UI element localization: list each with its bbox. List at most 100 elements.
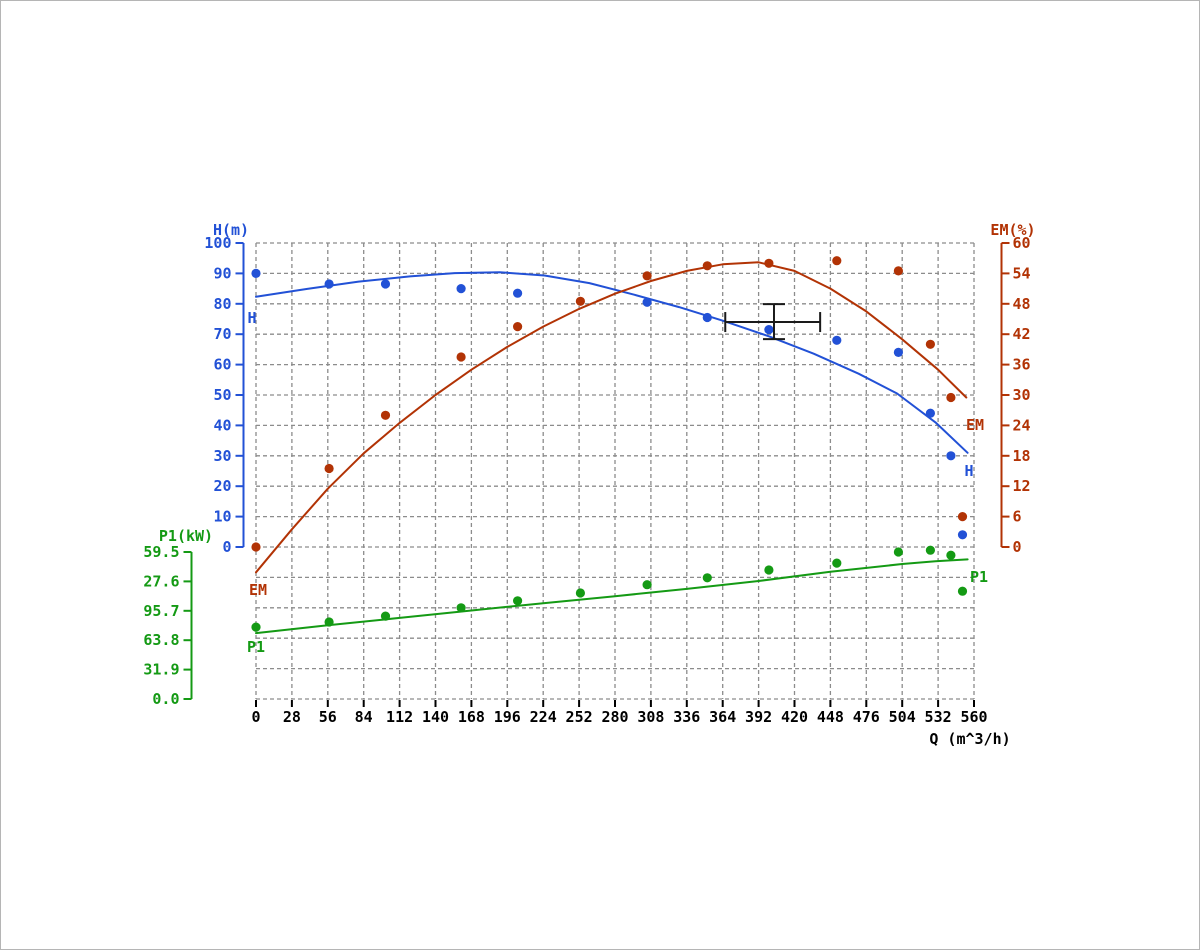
H-test-points-dot [946,451,956,461]
EM-test-points-dot [251,542,261,552]
P1-test-points-dot [513,596,523,606]
h-axis-tick-label: 30 [213,447,231,465]
EM-test-points-dot [380,410,391,420]
em-axis-tick-label: 48 [1013,295,1031,313]
h-axis-tick-label: 60 [213,356,231,374]
H-fit-curve [255,271,969,454]
x-axis-tick-label: 504 [889,708,916,726]
x-axis-tick-label: 420 [781,708,808,726]
x-axis-tick-label: 224 [530,708,557,726]
EM-fit-curve [255,261,968,574]
h-axis-title: H(m) [212,221,250,239]
x-axis-tick-label: 140 [422,708,449,726]
H-test-points-dot [925,408,936,418]
x-axis-tick-label: 84 [355,708,373,726]
H-test-points-dot [456,284,466,294]
h-axis-tick-label: 20 [213,477,231,495]
P1-test-points-dot [946,550,956,560]
em-axis-tick-label: 30 [1013,386,1031,404]
x-axis-tick-label: 532 [925,708,952,726]
P1-test-points-dot [925,545,936,555]
x-axis-tick-label: 560 [960,708,987,726]
h-axis-tick-label: 90 [213,264,231,282]
P1-test-points-dot [456,603,466,613]
EM-test-points-dot [324,463,334,474]
em-axis-tick-label: 6 [1013,508,1022,526]
em-axis-tick-label: 54 [1013,264,1031,282]
curve-label-em-right: EM [965,416,985,434]
x-axis-tick-label: 252 [566,708,593,726]
P1-fit-curve [255,558,969,635]
H-test-points-dot [324,279,334,289]
curve-label-h-right: H [964,462,974,480]
EM-test-points-dot [513,322,523,332]
EM-test-points-dot [456,352,466,362]
h-axis-tick-label: 50 [213,386,231,404]
H-test-points-dot [251,268,261,278]
em-axis-tick-label: 60 [1013,234,1031,252]
em-axis-tick-label: 24 [1013,416,1031,434]
em-axis-tick-label: 18 [1013,447,1031,465]
p1-axis-tick-label: 0.0 [152,690,179,708]
EM-test-points-dot [957,511,968,522]
x-axis-tick-label: 336 [673,708,700,726]
H-test-points-dot [702,312,712,323]
P1-test-points-dot [957,586,968,596]
P1-test-points-dot [893,547,904,557]
H-test-points-dot [832,335,842,345]
em-axis-tick-label: 42 [1013,325,1031,343]
q-axis-title: Q (m^3/h) [929,730,1011,748]
h-axis-tick-label: 0 [222,538,231,556]
x-axis-tick-label: 0 [251,708,260,726]
curve-label-p1-left: P1 [246,638,266,656]
H-test-points-dot [642,297,652,307]
p1-axis-tick-label: 63.8 [143,631,179,649]
h-axis-tick-label: 100 [204,234,231,252]
em-axis-tick-label: 12 [1013,477,1031,495]
EM-test-points-dot [642,271,652,281]
h-axis-tick-label: 40 [213,416,231,434]
EM-test-points-dot [575,296,586,306]
P1-test-points-dot [832,558,842,568]
P1-test-points-dot [251,622,261,632]
P1-test-points-dot [575,588,586,598]
p1-axis-tick-label: 31.9 [143,661,179,679]
x-axis-tick-label: 112 [386,708,413,726]
curve-label-p1-right: P1 [969,568,989,586]
x-axis-tick-label: 308 [637,708,664,726]
P1-test-points-dot [380,611,391,621]
p1-axis-tick-label: 59.5 [143,543,179,561]
P1-test-points-dot [764,565,774,575]
EM-test-points-dot [832,256,842,266]
EM-test-points-dot [764,258,774,268]
EM-test-points-dot [702,261,712,271]
x-axis-tick-label: 28 [283,708,301,726]
EM-test-points-dot [925,339,936,349]
em-axis-title: EM(%) [990,221,1036,239]
H-test-points-dot [764,325,774,335]
EM-test-points-dot [893,266,904,276]
P1-test-points-dot [702,573,712,583]
x-axis-tick-label: 280 [601,708,628,726]
em-axis-tick-label: 36 [1013,356,1031,374]
h-axis-tick-label: 10 [213,508,231,526]
x-axis-tick-label: 476 [853,708,880,726]
em-axis-tick-label: 0 [1013,538,1022,556]
x-axis-tick-label: 168 [458,708,485,726]
H-test-points-dot [893,347,904,357]
h-axis-tick-label: 80 [213,295,231,313]
curve-label-em-left: EM [248,581,268,599]
H-test-points-dot [957,530,968,540]
EM-test-points-dot [946,392,956,403]
P1-test-points-dot [642,580,652,590]
curve-label-h-left: H [247,309,257,327]
P1-test-points-dot [324,617,334,627]
p1-axis-tick-label: 27.6 [143,572,179,590]
h-axis-tick-label: 70 [213,325,231,343]
x-axis-tick-label: 448 [817,708,844,726]
x-axis-tick-label: 196 [494,708,521,726]
x-axis-tick-label: 364 [709,708,736,726]
H-test-points-dot [513,288,523,298]
